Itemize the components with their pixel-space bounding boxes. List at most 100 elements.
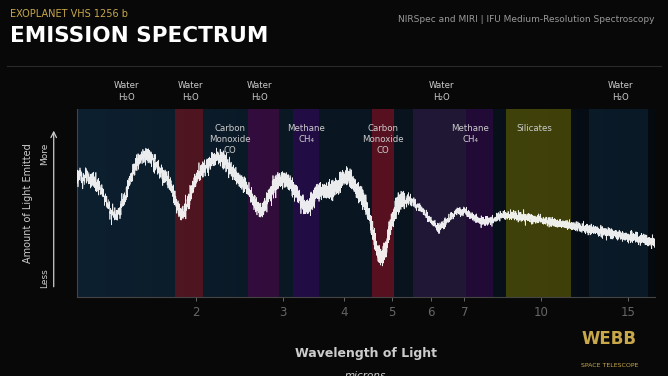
Bar (377, 109, 380, 297)
Bar (77, 109, 79, 297)
Bar (528, 109, 530, 297)
Bar (609, 109, 611, 297)
Bar (438, 109, 441, 297)
Bar (106, 109, 109, 297)
Bar (317, 109, 319, 297)
Bar (519, 109, 522, 297)
Bar (545, 109, 548, 297)
Bar (146, 109, 149, 297)
Bar (447, 109, 450, 297)
Bar (120, 109, 123, 297)
Bar (374, 109, 377, 297)
Bar (456, 109, 458, 297)
Bar (169, 109, 172, 297)
Bar (363, 109, 366, 297)
Bar (224, 109, 227, 297)
Bar (323, 109, 325, 297)
Bar (279, 109, 282, 297)
Bar (293, 109, 297, 297)
Bar (175, 109, 178, 297)
Bar (617, 109, 620, 297)
Bar (476, 109, 478, 297)
Bar (574, 109, 576, 297)
Bar (190, 109, 192, 297)
Bar (112, 109, 114, 297)
Text: Amount of Light Emitted: Amount of Light Emitted (23, 143, 33, 263)
Bar (524, 109, 528, 297)
Bar (256, 109, 259, 297)
Bar (450, 109, 452, 297)
Bar (452, 109, 456, 297)
Bar (530, 109, 533, 297)
Bar (458, 109, 461, 297)
Text: Less: Less (41, 268, 49, 288)
Bar (395, 109, 397, 297)
Bar (181, 109, 184, 297)
Bar (383, 109, 386, 297)
Bar (603, 109, 605, 297)
Bar (504, 109, 507, 297)
Bar (591, 109, 594, 297)
Bar (218, 109, 221, 297)
Bar (626, 109, 629, 297)
Bar (299, 109, 302, 297)
Bar (470, 109, 473, 297)
Bar (415, 109, 418, 297)
Bar (186, 109, 190, 297)
Bar (149, 109, 152, 297)
Text: EMISSION SPECTRUM: EMISSION SPECTRUM (10, 26, 269, 46)
Bar (556, 109, 559, 297)
Bar (371, 109, 374, 297)
Bar (605, 109, 609, 297)
Bar (184, 109, 186, 297)
Bar (550, 109, 554, 297)
Bar (568, 109, 571, 297)
Bar (389, 109, 391, 297)
Bar (646, 109, 649, 297)
Bar (265, 109, 267, 297)
Bar (175, 109, 203, 297)
Bar (328, 109, 331, 297)
Bar (248, 109, 279, 297)
Bar (652, 109, 655, 297)
Bar (238, 109, 242, 297)
Bar (487, 109, 490, 297)
Text: More: More (41, 143, 49, 165)
Bar (498, 109, 502, 297)
Bar (201, 109, 204, 297)
Bar (571, 109, 574, 297)
Bar (288, 109, 291, 297)
Bar (276, 109, 279, 297)
Bar (580, 109, 582, 297)
Bar (305, 109, 308, 297)
Bar (397, 109, 400, 297)
Bar (441, 109, 444, 297)
Text: Methane
CH₄: Methane CH₄ (452, 124, 489, 144)
Text: Water
H₂O: Water H₂O (429, 82, 454, 102)
Bar (426, 109, 430, 297)
Text: microns: microns (345, 371, 386, 376)
Bar (435, 109, 438, 297)
Bar (421, 109, 424, 297)
Bar (418, 109, 421, 297)
Text: WEBB: WEBB (581, 330, 636, 348)
Bar (562, 109, 565, 297)
Bar (297, 109, 299, 297)
Bar (357, 109, 360, 297)
Text: Water
H₂O: Water H₂O (247, 82, 273, 102)
Bar (158, 109, 160, 297)
Bar (502, 109, 504, 297)
Bar (236, 109, 238, 297)
Bar (143, 109, 146, 297)
Bar (302, 109, 305, 297)
Bar (250, 109, 253, 297)
Bar (345, 109, 349, 297)
Bar (267, 109, 271, 297)
Bar (372, 109, 394, 297)
Bar (132, 109, 134, 297)
Bar (291, 109, 293, 297)
Bar (230, 109, 233, 297)
Bar (140, 109, 143, 297)
Bar (554, 109, 556, 297)
Bar (611, 109, 614, 297)
